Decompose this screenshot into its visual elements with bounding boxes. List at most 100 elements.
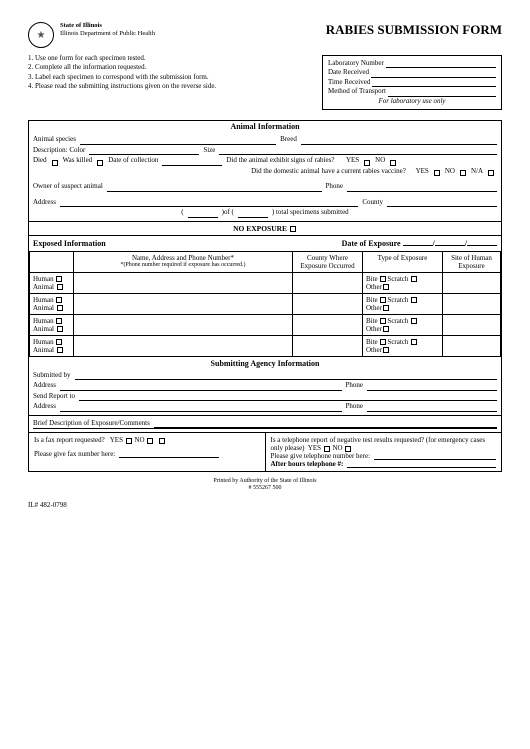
r3-scratch-cb[interactable] (411, 318, 417, 324)
no-exposure-cb[interactable] (290, 226, 296, 232)
send-field[interactable] (79, 400, 497, 401)
r3-human-cb[interactable] (56, 318, 62, 324)
fax-yes: YES (110, 436, 123, 444)
r3-site-field[interactable] (443, 314, 501, 335)
r2-human-cb[interactable] (56, 297, 62, 303)
lab-note: For laboratory use only (328, 97, 496, 106)
date-recv-field[interactable] (371, 68, 496, 77)
r3-other-cb[interactable] (383, 326, 389, 332)
tel-num-field[interactable] (374, 459, 496, 460)
r1-animal-cb[interactable] (57, 284, 63, 290)
r1-scratch-cb[interactable] (411, 276, 417, 282)
q2-na: N/A (471, 166, 483, 177)
q2-yes-cb[interactable] (434, 170, 440, 176)
r1-bite-cb[interactable] (380, 276, 386, 282)
r2-bite: Bite (366, 296, 378, 304)
send-addr-field[interactable] (60, 411, 342, 412)
spec-field-1[interactable] (188, 217, 218, 218)
subm-by-field[interactable] (75, 379, 497, 380)
lab-use-box: Laboratory Number Date Received Time Rec… (322, 55, 502, 110)
r2-scratch-cb[interactable] (411, 297, 417, 303)
tel-yes-cb[interactable] (324, 446, 330, 452)
subm-phone-field[interactable] (367, 390, 497, 391)
spec-field-2[interactable] (238, 217, 268, 218)
r2-animal-cb[interactable] (57, 305, 63, 311)
date-exp-y[interactable] (467, 245, 497, 246)
datecol-field[interactable] (162, 165, 222, 166)
tel-no-cb[interactable] (345, 446, 351, 452)
q2-na-cb[interactable] (488, 170, 494, 176)
q2-no-cb[interactable] (460, 170, 466, 176)
r2-name-field[interactable] (74, 293, 293, 314)
exp-row-3: Human Animal Bite Scratch Other (30, 314, 501, 335)
r4-human: Human (33, 338, 54, 346)
r4-scratch-cb[interactable] (411, 339, 417, 345)
r1-human: Human (33, 275, 54, 283)
r2-site-field[interactable] (443, 293, 501, 314)
tel-box: Is a telephone report of negative test r… (266, 433, 502, 471)
r3-name-field[interactable] (74, 314, 293, 335)
r4-site-field[interactable] (443, 335, 501, 356)
breed-field[interactable] (301, 144, 497, 145)
brief-field-2[interactable] (33, 428, 497, 429)
owner-field[interactable] (107, 191, 322, 192)
killed-checkbox[interactable] (97, 160, 103, 166)
died-label: Died (33, 155, 47, 166)
bottom-two-col: Is a fax report requested? YES NO Please… (29, 433, 501, 471)
r1-county-field[interactable] (293, 272, 363, 293)
r4-name-field[interactable] (74, 335, 293, 356)
r1-human-cb[interactable] (56, 276, 62, 282)
r4-bite-cb[interactable] (380, 339, 386, 345)
date-exp-d[interactable] (435, 245, 465, 246)
r2-animal: Animal (33, 304, 54, 312)
r1-name-field[interactable] (74, 272, 293, 293)
r2-scratch: Scratch (387, 296, 408, 304)
exposure-table: Name, Address and Phone Number**(Phone n… (29, 251, 501, 357)
send-phone-field[interactable] (367, 411, 497, 412)
th-name-a: Name, Address and Phone Number* (77, 254, 289, 262)
r1-other-cb[interactable] (383, 284, 389, 290)
species-label: Animal species (33, 134, 76, 145)
r2-county-field[interactable] (293, 293, 363, 314)
footer-line1: Printed by Authority of the State of Ill… (28, 478, 502, 485)
time-recv: Time Received (328, 78, 370, 87)
r4-human-cb[interactable] (56, 339, 62, 345)
r2-other-cb[interactable] (383, 305, 389, 311)
exposed-title: Exposed Information (33, 239, 106, 248)
date-exp-m[interactable] (403, 245, 433, 246)
time-recv-field[interactable] (372, 78, 496, 87)
fax-yes-cb[interactable] (126, 438, 132, 444)
fax-extra-cb[interactable] (159, 438, 165, 444)
owner-label: Owner of suspect animal (33, 181, 103, 192)
r3-human: Human (33, 317, 54, 325)
animal-info-body: Animal speciesBreed Description: ColorSi… (29, 132, 501, 221)
subm-addr-field[interactable] (60, 390, 342, 391)
r4-other-cb[interactable] (383, 347, 389, 353)
r4-county-field[interactable] (293, 335, 363, 356)
no-exposure-label: NO EXPOSURE (233, 224, 287, 233)
q1-yes: YES (346, 155, 359, 166)
r4-animal: Animal (33, 346, 54, 354)
spec-c: ) total specimens submitted (272, 207, 349, 218)
lab-num-field[interactable] (386, 59, 496, 68)
r3-animal-cb[interactable] (57, 326, 63, 332)
r3-bite-cb[interactable] (380, 318, 386, 324)
instr-1: 1. Use one form for each specimen tested… (28, 54, 278, 63)
r2-bite-cb[interactable] (380, 297, 386, 303)
species-field[interactable] (80, 144, 276, 145)
fax-no-cb[interactable] (147, 438, 153, 444)
q1-label: Did the animal exhibit signs of rabies? (226, 155, 334, 166)
agency-block: State of Illinois Illinois Department of… (60, 22, 155, 39)
r3-county-field[interactable] (293, 314, 363, 335)
after-hours: After hours telephone #: (271, 460, 344, 468)
subm-addr-label: Address (33, 380, 56, 391)
fax-num-field[interactable] (119, 457, 219, 458)
owner-phone-label: Phone (326, 181, 344, 192)
after-hours-field[interactable] (347, 467, 496, 468)
died-checkbox[interactable] (52, 160, 58, 166)
r4-animal-cb[interactable] (57, 347, 63, 353)
owner-phone-field[interactable] (347, 191, 497, 192)
county-field[interactable] (387, 206, 497, 207)
r1-site-field[interactable] (443, 272, 501, 293)
method-trans-field[interactable] (388, 87, 496, 96)
